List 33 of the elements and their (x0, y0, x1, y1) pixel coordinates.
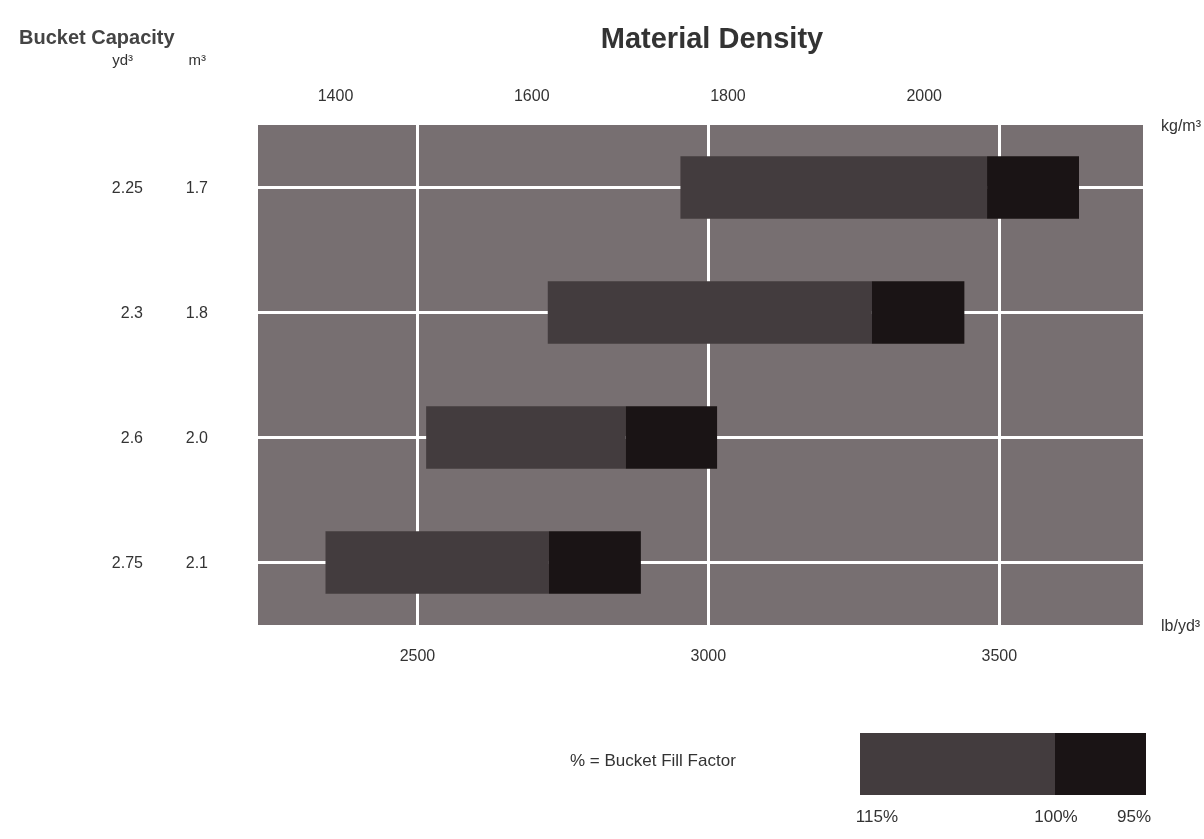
bar (680, 156, 988, 219)
y-tick-label: 2.75 (111, 554, 144, 571)
text: Bucket Capacity (19, 26, 176, 48)
y-tick-label: 2.25 (111, 179, 144, 196)
bar (325, 531, 549, 594)
y-tick-label: 2.3 (120, 304, 144, 321)
x2-axis-title: kg/m³ (1161, 116, 1202, 134)
bar (547, 281, 872, 344)
x2-tick-label: 1800 (710, 86, 746, 104)
y2-tick-label: 2.1 (185, 554, 209, 571)
y2-tick-label: 2.0 (185, 429, 209, 446)
text: % = Bucket Fill Factor (570, 751, 736, 771)
x-tick-label: 3500 (981, 646, 1018, 664)
text: 100% (1034, 807, 1078, 827)
bar (625, 406, 718, 469)
x-tick-label: 2500 (399, 646, 436, 664)
x-tick-label: 3000 (690, 646, 727, 664)
bar (987, 156, 1079, 219)
chart-title: Material Density (600, 21, 824, 54)
x-axis-title: lb/yd³ (1161, 616, 1201, 634)
y2-tick-label: 1.8 (185, 304, 209, 321)
bar (871, 281, 965, 344)
x2-tick-label: 1400 (317, 86, 354, 104)
y-axis-title: yd³ (112, 51, 133, 68)
text: 95% (1117, 807, 1152, 827)
bar (426, 406, 626, 469)
y2-tick-label: 1.7 (185, 179, 209, 196)
bar (548, 531, 641, 594)
y2-axis-title: m³ (188, 51, 206, 68)
text: 115% (855, 807, 898, 827)
x2-tick-label: 2000 (906, 86, 943, 104)
x2-tick-label: 1600 (513, 86, 550, 104)
y-tick-label: 2.6 (120, 429, 144, 446)
